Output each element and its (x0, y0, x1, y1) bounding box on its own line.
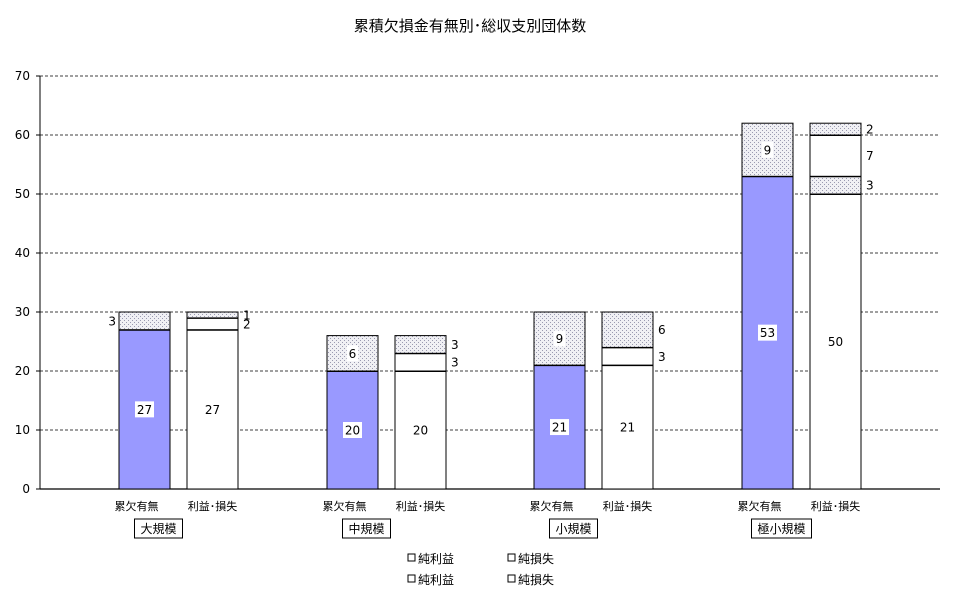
data-label: 9 (556, 332, 564, 346)
bar-segment (186, 329, 239, 490)
bar-segment (809, 122, 862, 136)
y-tick-label: 50 (15, 187, 30, 201)
legend-swatch (507, 574, 516, 583)
bar-category-label: 利益･損失 (396, 499, 446, 513)
legend-swatch (407, 574, 416, 583)
data-label: 6 (658, 323, 666, 337)
bar-category-label: 累欠有無 (115, 499, 159, 513)
y-tick-label: 70 (15, 69, 30, 83)
data-label: 3 (451, 356, 459, 370)
y-tick-label: 30 (15, 305, 30, 319)
legend-entry: 純損失 (518, 551, 554, 566)
bar-segment (394, 352, 447, 372)
data-label: 3 (451, 338, 459, 352)
y-tick-label: 0 (22, 482, 30, 496)
legend-swatch (407, 553, 416, 562)
bar-segment (601, 364, 654, 490)
legend-entry: 純損失 (518, 572, 554, 587)
group-label-box (342, 518, 391, 539)
bar-category-label: 利益･損失 (188, 499, 238, 513)
data-label: 20 (413, 424, 428, 438)
data-label-box (761, 141, 774, 158)
data-label: 20 (345, 424, 360, 438)
y-tick-label: 20 (15, 364, 30, 378)
data-label-box (343, 422, 362, 438)
data-label: 2 (243, 317, 251, 331)
bar-segment (118, 311, 171, 331)
bar-category-label: 利益･損失 (603, 499, 653, 513)
legend-entry: 純利益 (418, 573, 454, 587)
bar-segment (186, 317, 239, 331)
bar-category-label: 累欠有無 (738, 499, 782, 513)
bar-segment (809, 193, 862, 490)
data-label: 9 (764, 143, 772, 157)
data-label: 27 (137, 403, 152, 417)
group-label: 中規模 (348, 521, 384, 536)
data-label-box (758, 324, 777, 341)
bar-segment (601, 346, 654, 366)
data-label: 2 (866, 123, 874, 137)
data-label: 6 (349, 347, 357, 361)
bar-segment (394, 335, 447, 354)
group-label: 小規模 (555, 521, 591, 536)
bar-segment (809, 134, 862, 177)
bar-segment (326, 370, 379, 490)
y-tick-label: 10 (15, 423, 30, 437)
chart-title: 累積欠損金有無別･総収支別団体数 (354, 17, 587, 35)
bar-category-label: 累欠有無 (530, 499, 574, 513)
data-label: 1 (243, 308, 251, 322)
data-label: 3 (108, 314, 116, 328)
y-tick-label: 40 (15, 246, 30, 260)
group-label-box (549, 518, 598, 539)
bar-segment (533, 364, 586, 490)
bar-segment (186, 311, 239, 319)
bar-segment (601, 311, 654, 348)
data-label: 21 (552, 421, 567, 435)
bar-category-label: 利益･損失 (811, 499, 861, 513)
data-label: 3 (658, 350, 666, 364)
data-label: 21 (620, 421, 635, 435)
group-label: 極小規模 (757, 521, 805, 536)
data-label-box (553, 330, 566, 347)
legend-swatch (507, 553, 516, 562)
group-label-box (134, 518, 183, 539)
grid (40, 75, 940, 431)
data-label-box (550, 419, 569, 436)
data-label: 53 (760, 326, 775, 340)
data-label-box (346, 345, 359, 362)
legend-entry: 純利益 (418, 552, 454, 566)
data-label: 50 (828, 335, 843, 349)
group-label-box (751, 518, 812, 539)
group-label: 大規模 (140, 521, 176, 536)
data-label: 3 (866, 179, 874, 193)
y-tick-label: 60 (15, 128, 30, 142)
data-label: 7 (866, 149, 874, 163)
bar-segment (809, 175, 862, 195)
data-label-box (135, 401, 154, 418)
data-label: 27 (205, 403, 220, 417)
bar-segment (394, 370, 447, 490)
bar-category-label: 累欠有無 (323, 499, 367, 513)
